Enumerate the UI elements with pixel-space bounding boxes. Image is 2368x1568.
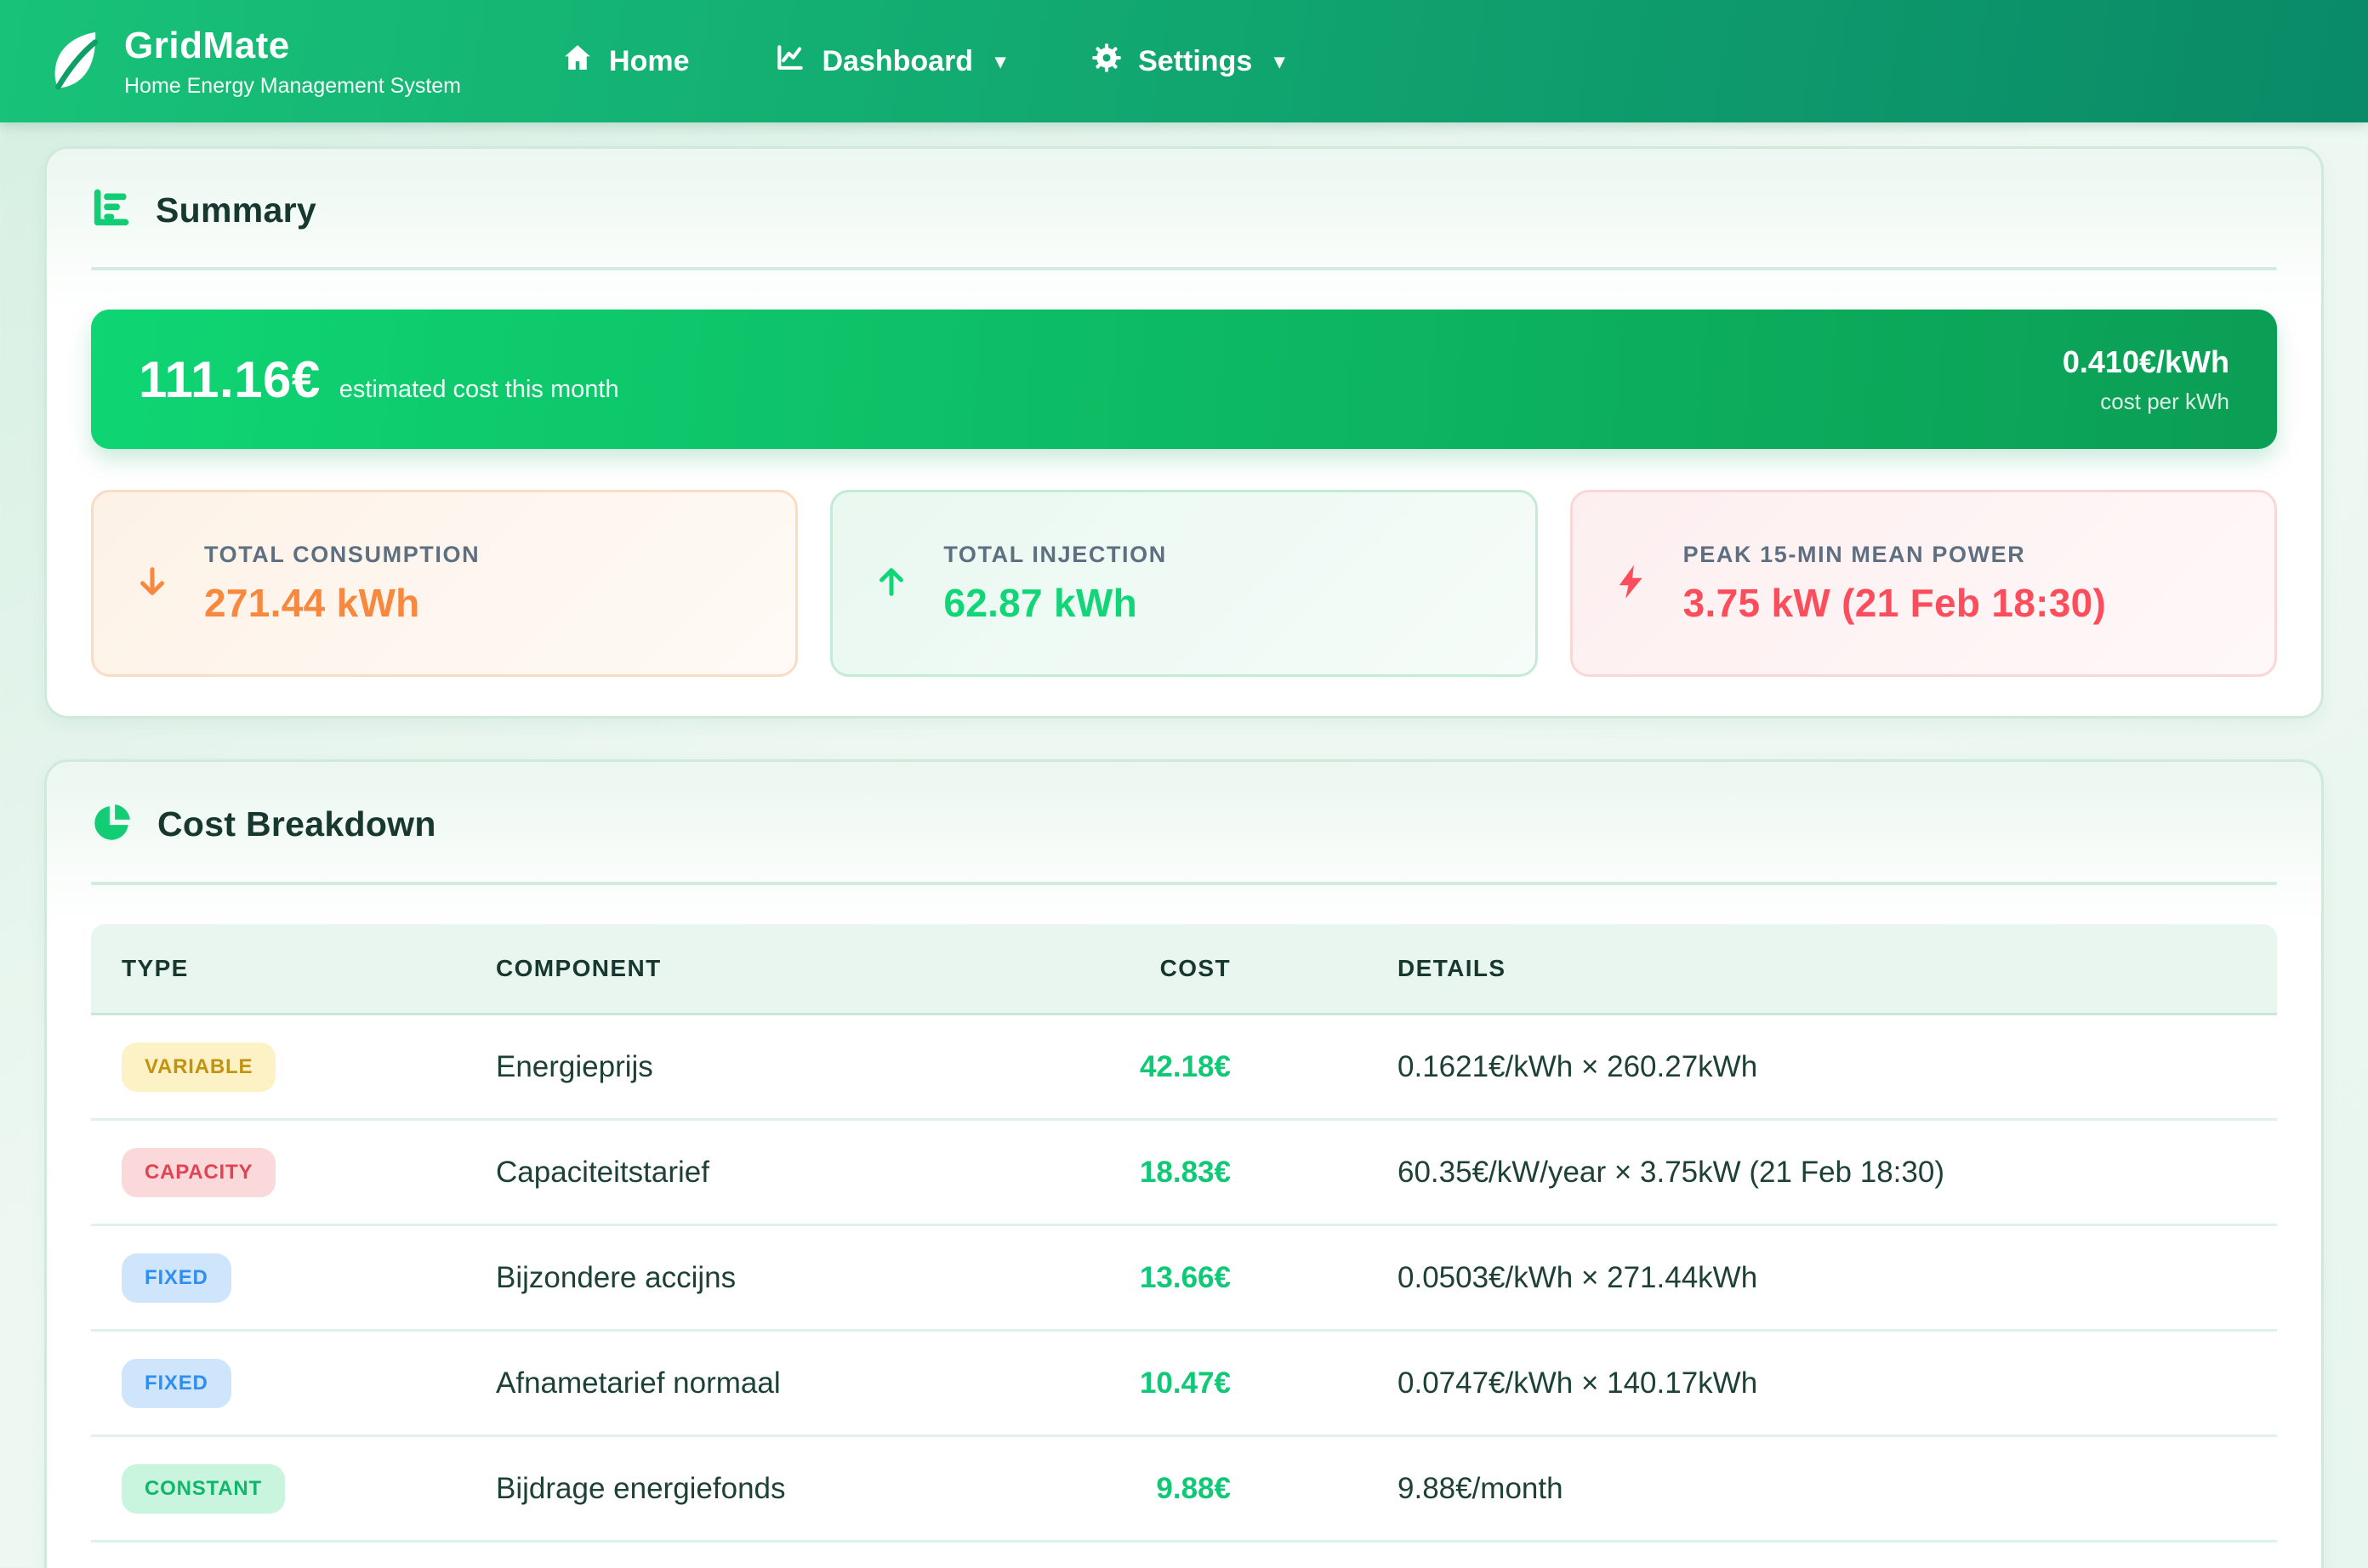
chart-line-icon xyxy=(774,42,806,82)
component-cell: Bijdrage energiefonds xyxy=(465,1472,1129,1506)
table-row: CONSTANT Bijdrage energiefonds 9.88€ 9.8… xyxy=(91,1437,2277,1542)
details-cell: 60.35€/kW/year × 3.75kW (21 Feb 18:30) xyxy=(1367,1156,2277,1190)
stat-label: TOTAL INJECTION xyxy=(943,542,1167,568)
nav-dashboard[interactable]: Dashboard ▾ xyxy=(774,42,1005,82)
cost-cell: 42.18€ xyxy=(1129,1050,1367,1084)
leaf-icon xyxy=(49,29,102,94)
stat-value: 271.44 kWh xyxy=(204,580,480,626)
stat-value: 62.87 kWh xyxy=(943,580,1167,626)
cost-per-kwh-value: 0.410€/kWh xyxy=(2063,344,2229,380)
table-row: VARIABLE Energieprijs 42.18€ 0.1621€/kWh… xyxy=(91,1015,2277,1121)
bar-chart-icon xyxy=(91,188,132,233)
column-header-cost: COST xyxy=(1129,924,1367,1013)
brand-tagline: Home Energy Management System xyxy=(124,74,461,99)
gear-icon xyxy=(1090,42,1123,82)
cost-breakdown-table: TYPE COMPONENT COST DETAILS VARIABLE Ene… xyxy=(91,924,2277,1568)
pie-chart-icon xyxy=(91,801,134,848)
cost-breakdown-title: Cost Breakdown xyxy=(157,804,436,844)
type-badge: CAPACITY xyxy=(122,1148,276,1197)
stat-label: PEAK 15-MIN MEAN POWER xyxy=(1683,542,2106,568)
stat-label: TOTAL CONSUMPTION xyxy=(204,542,480,568)
home-icon xyxy=(561,42,594,82)
type-badge: VARIABLE xyxy=(122,1042,276,1092)
cost-per-kwh-label: cost per kWh xyxy=(2063,389,2229,415)
chevron-down-icon: ▾ xyxy=(1274,49,1284,74)
summary-card: Summary 111.16€ estimated cost this mont… xyxy=(44,146,2324,719)
chevron-down-icon: ▾ xyxy=(995,49,1005,74)
component-cell: Afnametarief normaal xyxy=(465,1366,1129,1400)
divider xyxy=(91,882,2277,885)
nav-settings-label: Settings xyxy=(1138,45,1252,78)
main-nav: Home Dashboard ▾ xyxy=(561,42,1284,82)
nav-home[interactable]: Home xyxy=(561,42,689,82)
arrow-down-icon xyxy=(133,562,172,605)
cost-cell: 13.66€ xyxy=(1129,1261,1367,1295)
type-badge: FIXED xyxy=(122,1253,231,1303)
nav-home-label: Home xyxy=(609,45,689,78)
arrow-up-icon xyxy=(872,562,911,605)
table-row: CAPACITY Capaciteitstarief 18.83€ 60.35€… xyxy=(91,1121,2277,1226)
divider xyxy=(91,267,2277,270)
column-header-component: COMPONENT xyxy=(465,924,1129,1013)
table-row: FIXED xyxy=(91,1542,2277,1568)
monthly-cost-label: estimated cost this month xyxy=(339,376,619,404)
column-header-details: DETAILS xyxy=(1367,924,2277,1013)
brand-title: GridMate xyxy=(124,25,461,67)
details-cell: 0.0503€/kWh × 271.44kWh xyxy=(1367,1261,2277,1295)
type-badge: FIXED xyxy=(122,1359,231,1408)
app-logo[interactable]: GridMate Home Energy Management System xyxy=(49,25,461,99)
main-content: Summary 111.16€ estimated cost this mont… xyxy=(0,122,2368,1568)
summary-title: Summary xyxy=(156,190,316,230)
type-badge: CONSTANT xyxy=(122,1464,285,1514)
component-cell: Bijzondere accijns xyxy=(465,1261,1129,1295)
column-header-type: TYPE xyxy=(91,924,465,1013)
nav-settings[interactable]: Settings ▾ xyxy=(1090,42,1284,82)
table-header-row: TYPE COMPONENT COST DETAILS xyxy=(91,924,2277,1015)
details-cell: 0.1621€/kWh × 260.27kWh xyxy=(1367,1050,2277,1084)
stat-peak-power: PEAK 15-MIN MEAN POWER 3.75 kW (21 Feb 1… xyxy=(1570,490,2277,677)
details-cell: 0.0747€/kWh × 140.17kWh xyxy=(1367,1366,2277,1400)
stat-total-injection: TOTAL INJECTION 62.87 kWh xyxy=(830,490,1537,677)
stat-total-consumption: TOTAL CONSUMPTION 271.44 kWh xyxy=(91,490,798,677)
table-row: FIXED Afnametarief normaal 10.47€ 0.0747… xyxy=(91,1332,2277,1437)
app-header: GridMate Home Energy Management System H… xyxy=(0,0,2368,122)
bolt-icon xyxy=(1612,562,1651,605)
cost-breakdown-card: Cost Breakdown TYPE COMPONENT COST DETAI… xyxy=(44,759,2324,1568)
cost-cell: 10.47€ xyxy=(1129,1366,1367,1400)
monthly-cost-banner: 111.16€ estimated cost this month 0.410€… xyxy=(91,310,2277,449)
cost-cell: 18.83€ xyxy=(1129,1156,1367,1190)
nav-dashboard-label: Dashboard xyxy=(822,45,973,78)
monthly-cost-value: 111.16€ xyxy=(139,350,321,409)
component-cell: Capaciteitstarief xyxy=(465,1156,1129,1190)
component-cell: Energieprijs xyxy=(465,1050,1129,1084)
details-cell: 9.88€/month xyxy=(1367,1472,2277,1506)
table-row: FIXED Bijzondere accijns 13.66€ 0.0503€/… xyxy=(91,1226,2277,1332)
stat-value: 3.75 kW (21 Feb 18:30) xyxy=(1683,580,2106,626)
cost-cell: 9.88€ xyxy=(1129,1472,1367,1506)
